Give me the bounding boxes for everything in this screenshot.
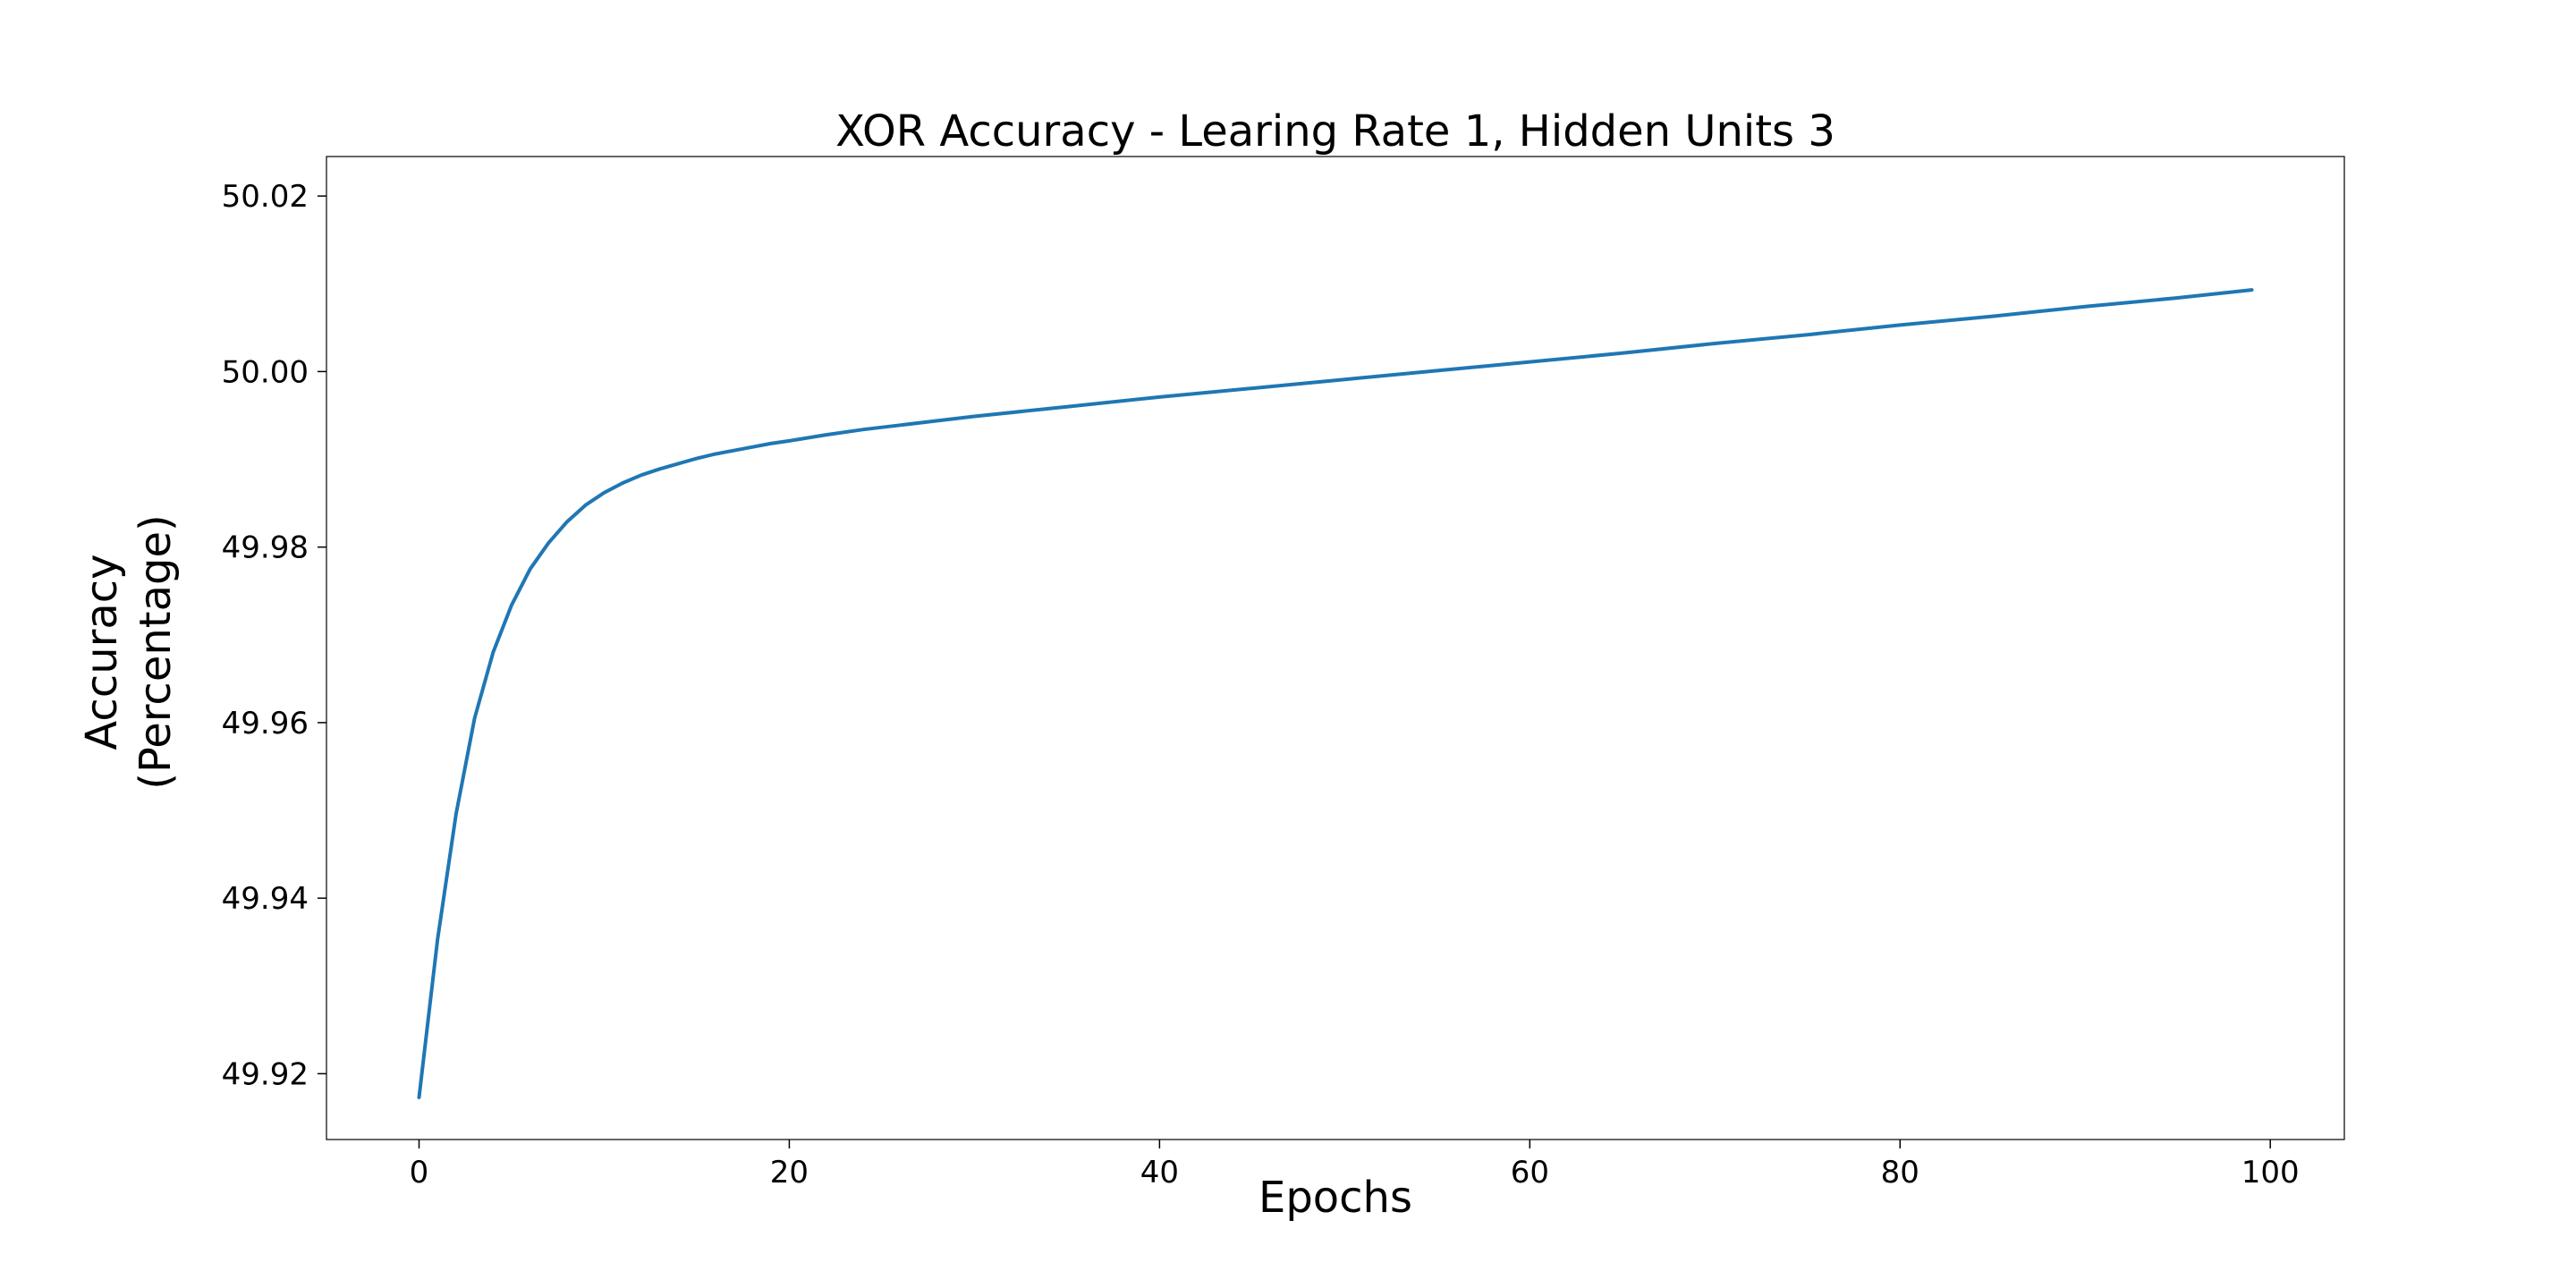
x-axis-label: Epochs (1258, 1173, 1412, 1223)
y-tick-label: 49.92 (222, 1056, 309, 1092)
series-line-0 (417, 288, 2254, 1099)
y-tick-label: 49.94 (222, 881, 309, 917)
plot-area (326, 156, 2345, 1140)
y-axis: 49.92 49.94 49.96 49.98 50.00 50.02 (222, 179, 326, 1092)
y-axis-label-line-2: (Percentage) (131, 514, 181, 789)
x-axis: 0 20 40 60 80 100 (410, 1140, 2300, 1191)
y-tick-label: 49.98 (222, 530, 309, 566)
x-tick-label: 100 (2241, 1155, 2300, 1191)
x-tick-label: 20 (770, 1155, 809, 1191)
x-tick-label: 40 (1140, 1155, 1179, 1191)
chart-title: XOR Accuracy - Learing Rate 1, Hidden Un… (835, 106, 1835, 157)
y-tick-label: 49.96 (222, 706, 309, 741)
y-tick-label: 50.02 (222, 179, 309, 215)
y-axis-label-line-1: Accuracy (77, 554, 127, 750)
x-tick-label: 0 (410, 1155, 429, 1191)
y-tick-label: 50.00 (222, 354, 309, 390)
plot-frame (326, 156, 2345, 1140)
x-tick-label: 80 (1881, 1155, 1919, 1191)
x-tick-label: 60 (1511, 1155, 1549, 1191)
